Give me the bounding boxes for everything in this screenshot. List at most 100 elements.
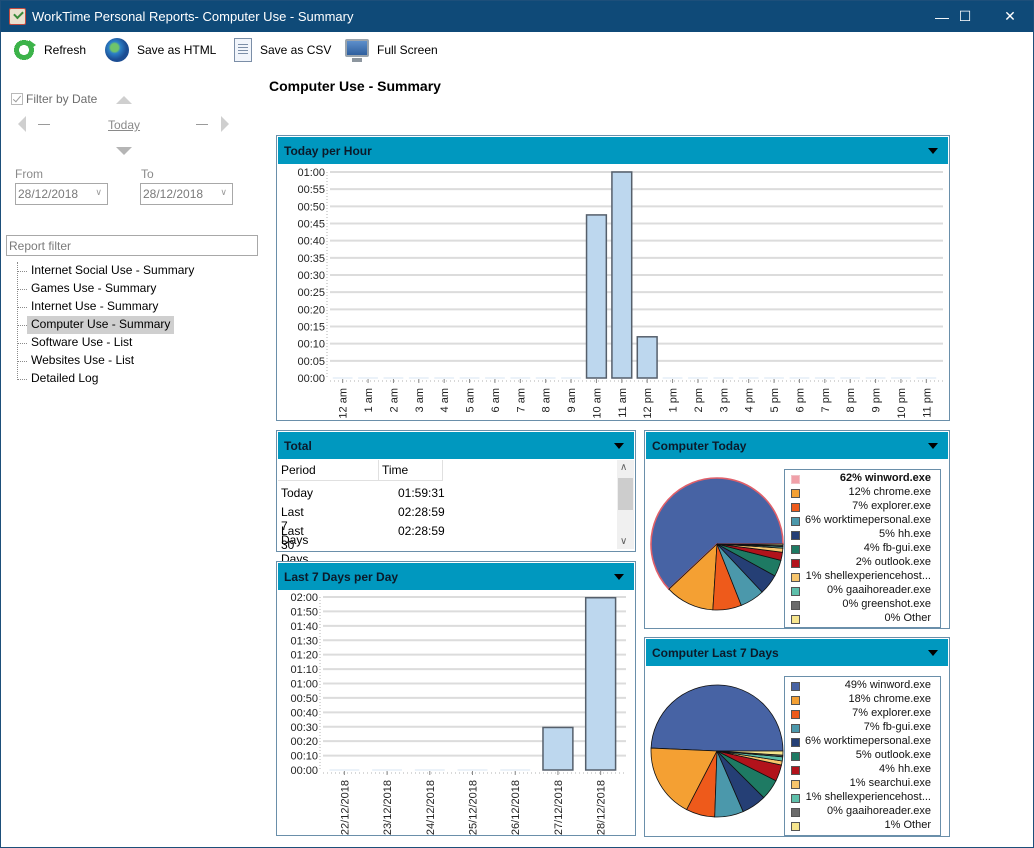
period-down-arrow-icon[interactable]: [116, 147, 132, 155]
legend-item[interactable]: 7% explorer.exe: [785, 707, 940, 721]
panel-menu-caret-icon[interactable]: [928, 443, 938, 449]
legend-swatch: [791, 503, 800, 512]
pie-slice[interactable]: [650, 477, 784, 591]
legend-swatch: [791, 794, 800, 803]
bar[interactable]: [542, 726, 574, 771]
computer-today-pie: [650, 477, 784, 611]
computer-last-7-days-pie: [650, 684, 784, 818]
panel-header: Computer Today: [646, 432, 948, 459]
period-next-arrow-icon[interactable]: [221, 116, 229, 132]
to-date-picker[interactable]: 28/12/2018 ∨: [140, 183, 233, 205]
panel-title: Today per Hour: [284, 144, 372, 158]
bar[interactable]: [611, 171, 633, 379]
x-tick-label: 1 pm: [668, 388, 680, 412]
column-header-period[interactable]: Period: [278, 460, 379, 481]
column-header-time[interactable]: Time: [379, 460, 443, 481]
legend-item[interactable]: 4% fb-gui.exe: [785, 542, 940, 556]
vertical-scrollbar[interactable]: ∧ ∨: [617, 460, 634, 549]
tree-item-internet-social-use[interactable]: Internet Social Use - Summary: [16, 262, 198, 280]
legend-swatch: [791, 696, 800, 705]
y-tick-label: 02:00: [290, 592, 318, 604]
legend-label: 5% outlook.exe: [855, 749, 931, 761]
legend-item[interactable]: 1% Other: [785, 819, 940, 833]
bar[interactable]: [585, 214, 608, 379]
from-date-picker[interactable]: 28/12/2018 ∨: [15, 183, 108, 205]
refresh-button[interactable]: Refresh: [12, 37, 86, 63]
pie-slice[interactable]: [650, 684, 784, 752]
legend-item[interactable]: 12% chrome.exe: [785, 486, 940, 500]
minimize-button[interactable]: —: [935, 8, 949, 25]
period-up-arrow-icon[interactable]: [116, 96, 132, 104]
tree-item-internet-use[interactable]: Internet Use - Summary: [16, 298, 162, 316]
legend-item[interactable]: 6% worktimepersonal.exe: [785, 735, 940, 749]
scrollbar-thumb[interactable]: [618, 478, 633, 510]
period-today-link[interactable]: Today: [108, 118, 141, 132]
legend-swatch: [791, 475, 800, 484]
pie-slice[interactable]: [716, 750, 784, 756]
legend-item[interactable]: 1% searchui.exe: [785, 777, 940, 791]
legend-swatch: [791, 766, 800, 775]
legend-item[interactable]: 4% hh.exe: [785, 763, 940, 777]
scroll-up-icon[interactable]: ∧: [620, 462, 628, 473]
panel-menu-caret-icon[interactable]: [928, 650, 938, 656]
bar[interactable]: [636, 336, 658, 379]
x-tick-label: 23/12/2018: [382, 780, 394, 835]
legend-item[interactable]: 7% fb-gui.exe: [785, 721, 940, 735]
window-title: WorkTime Personal Reports- Computer Use …: [32, 9, 354, 24]
computer-last-7-days-panel: Computer Last 7 Days 49% winword.exe 18% …: [644, 637, 950, 837]
save-csv-button[interactable]: Save as CSV: [231, 37, 331, 63]
maximize-button[interactable]: ☐: [958, 8, 972, 24]
report-filter-input[interactable]: Report filter: [6, 235, 258, 256]
save-html-button[interactable]: Save as HTML: [105, 37, 216, 63]
y-tick-label: 00:40: [290, 707, 318, 719]
legend-item[interactable]: 1% shellexperiencehost...: [785, 791, 940, 805]
x-tick-label: 8 am: [541, 388, 553, 412]
bar[interactable]: [584, 596, 617, 771]
tree-item-detailed-log[interactable]: Detailed Log: [16, 370, 102, 388]
tree-item-websites-use[interactable]: Websites Use - List: [16, 352, 138, 370]
legend-item[interactable]: 18% chrome.exe: [785, 693, 940, 707]
tree-item-games-use[interactable]: Games Use - Summary: [16, 280, 160, 298]
legend-item[interactable]: 0% gaaihoreader.exe: [785, 584, 940, 598]
scroll-down-icon[interactable]: ∨: [620, 536, 628, 547]
legend-item[interactable]: 5% hh.exe: [785, 528, 940, 542]
legend-label: 0% gaaihoreader.exe: [827, 805, 931, 817]
y-tick-label: 00:45: [297, 219, 325, 231]
x-tick-label: 9 am: [566, 388, 578, 412]
legend-item[interactable]: 0% Other: [785, 612, 940, 626]
tree-item-computer-use[interactable]: Computer Use - Summary: [16, 316, 175, 334]
legend-label: 5% hh.exe: [879, 528, 931, 540]
chevron-down-icon: ∨: [220, 187, 227, 197]
legend-item[interactable]: 0% gaaihoreader.exe: [785, 805, 940, 819]
legend-swatch: [791, 573, 800, 582]
y-tick-label: 00:30: [297, 270, 325, 282]
panel-header: Today per Hour: [278, 137, 948, 164]
pie-slice[interactable]: [716, 543, 784, 546]
legend-item[interactable]: 62% winword.exe: [785, 472, 940, 486]
panel-menu-caret-icon[interactable]: [614, 574, 624, 580]
panel-menu-caret-icon[interactable]: [928, 148, 938, 154]
y-tick-label: 00:15: [297, 322, 325, 334]
legend-item[interactable]: 49% winword.exe: [785, 679, 940, 693]
row-time: 02:28:59: [398, 524, 445, 538]
legend-item[interactable]: 6% worktimepersonal.exe: [785, 514, 940, 528]
tree-item-software-use[interactable]: Software Use - List: [16, 334, 136, 352]
legend-item[interactable]: 7% explorer.exe: [785, 500, 940, 514]
legend-label: 1% Other: [884, 819, 931, 831]
pie-slice[interactable]: [650, 747, 718, 811]
panel-menu-caret-icon[interactable]: [614, 443, 624, 449]
period-prev-arrow-icon[interactable]: [18, 116, 26, 132]
close-button[interactable]: ✕: [1004, 8, 1016, 24]
y-tick-label: 00:25: [297, 287, 325, 299]
x-tick-label: 7 am: [515, 388, 527, 412]
legend-item[interactable]: 0% greenshot.exe: [785, 598, 940, 612]
computer-today-legend: 62% winword.exe 12% chrome.exe 7% explorer…: [784, 469, 941, 628]
full-screen-button[interactable]: Full Screen: [345, 37, 438, 63]
legend-item[interactable]: 1% shellexperiencehost...: [785, 570, 940, 584]
today-per-hour-panel: Today per Hour 00:00 00:05 00:10 00:15 00:20…: [276, 135, 950, 421]
legend-item[interactable]: 5% outlook.exe: [785, 749, 940, 763]
filter-by-date-checkbox[interactable]: Filter by Date: [11, 92, 97, 106]
legend-item[interactable]: 2% outlook.exe: [785, 556, 940, 570]
globe-icon: [105, 38, 129, 62]
